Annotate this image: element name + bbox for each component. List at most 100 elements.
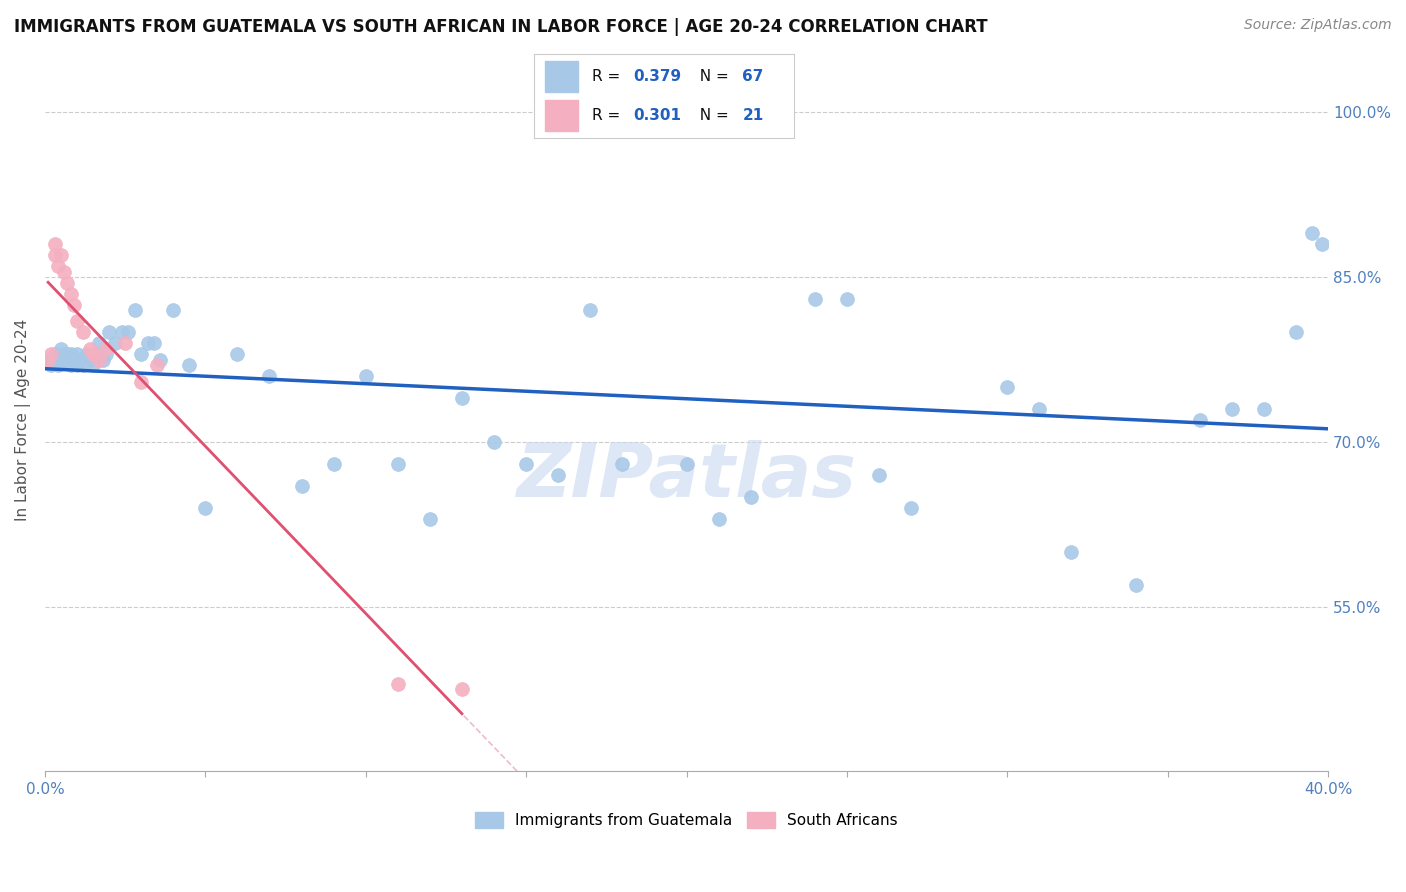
Point [740,490,762,504]
Point [53,352,76,367]
Point [66,347,89,361]
Point [104,336,127,351]
Point [66,358,89,372]
Text: IMMIGRANTS FROM GUATEMALA VS SOUTH AFRICAN IN LABOR FORCE | AGE 20-24 CORRELATIO: IMMIGRANTS FROM GUATEMALA VS SOUTH AFRIC… [14,18,987,36]
Point [1220,401,1243,416]
Point [59,347,82,361]
Text: R =: R = [592,108,624,123]
Point [1060,545,1083,559]
Point [1125,577,1147,591]
Point [49,352,72,367]
Point [1285,325,1308,339]
Point [579,303,602,318]
Point [547,467,569,482]
Point [66,314,89,328]
Point [194,500,217,515]
Point [46,259,69,273]
Point [129,375,152,389]
Text: 0.301: 0.301 [633,108,681,123]
Y-axis label: In Labor Force | Age 20-24: In Labor Force | Age 20-24 [15,318,31,521]
Point [675,457,697,471]
Point [707,512,730,526]
Point [162,303,184,318]
Point [515,457,537,471]
Point [117,325,139,339]
Text: N =: N = [690,69,734,84]
Point [868,467,890,482]
Point [82,347,104,361]
Point [44,237,66,252]
FancyBboxPatch shape [544,62,578,92]
Text: R =: R = [592,69,624,84]
Point [49,248,72,262]
Point [259,369,281,384]
Point [39,358,62,372]
Point [322,457,344,471]
Point [56,352,79,367]
Point [98,325,121,339]
Point [290,479,312,493]
Point [387,457,409,471]
Point [114,336,136,351]
Text: N =: N = [690,108,734,123]
Point [136,336,159,351]
Point [451,391,474,405]
Point [72,358,94,372]
Text: ZIPatlas: ZIPatlas [516,440,856,513]
Point [1253,401,1275,416]
Point [111,325,134,339]
Point [79,352,101,367]
FancyBboxPatch shape [544,100,578,130]
Point [82,358,104,372]
Point [419,512,441,526]
Point [49,342,72,356]
Point [39,347,62,361]
Point [1188,413,1211,427]
Point [79,342,101,356]
Point [76,347,98,361]
Point [53,347,76,361]
Point [59,286,82,301]
Point [995,380,1018,394]
Point [149,352,172,367]
Point [387,676,409,690]
Point [1301,226,1323,240]
Point [44,248,66,262]
Point [37,352,59,367]
Point [226,347,249,361]
Point [37,352,59,367]
Point [804,292,827,306]
Point [56,347,79,361]
Point [124,303,146,318]
Point [62,298,84,312]
Point [44,352,66,367]
Point [900,500,922,515]
Point [94,342,117,356]
Point [56,276,79,290]
Point [482,434,505,449]
Point [46,358,69,372]
Text: Source: ZipAtlas.com: Source: ZipAtlas.com [1244,18,1392,32]
Point [451,681,474,696]
Point [89,336,111,351]
Point [143,336,166,351]
Point [69,352,91,367]
Point [1028,401,1050,416]
Point [44,347,66,361]
Point [835,292,858,306]
Text: 21: 21 [742,108,763,123]
Point [612,457,634,471]
Text: 0.379: 0.379 [633,69,682,84]
Point [129,347,152,361]
Point [72,325,94,339]
Point [89,352,111,367]
Point [53,265,76,279]
Point [94,347,117,361]
Point [59,358,82,372]
Legend: Immigrants from Guatemala, South Africans: Immigrants from Guatemala, South African… [470,805,904,834]
Point [179,358,201,372]
Point [1310,237,1333,252]
Point [91,352,114,367]
Point [62,352,84,367]
Text: 67: 67 [742,69,763,84]
